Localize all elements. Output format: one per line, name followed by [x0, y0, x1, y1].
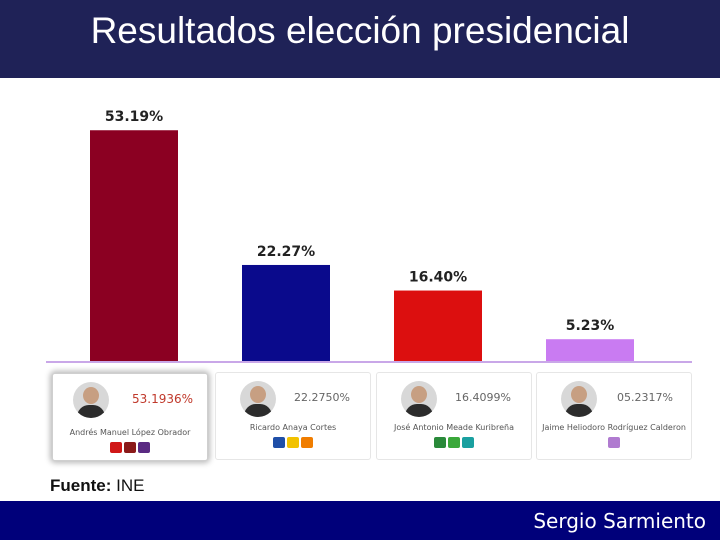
- party-logo-icon: [448, 437, 460, 448]
- party-logo-icon: [434, 437, 446, 448]
- candidate-cards: 53.1936% Andrés Manuel López Obrador 22.…: [48, 372, 692, 461]
- party-logo-icon: [124, 442, 136, 453]
- candidate-name: Ricardo Anaya Cortes: [249, 423, 337, 432]
- party-logo-icon: [287, 437, 299, 448]
- bar-value-label: 22.27%: [257, 244, 315, 260]
- bar: [394, 290, 482, 362]
- bar-chart: 53.19% 22.27% 16.40% 5.23%: [46, 109, 692, 363]
- source-label: Fuente:: [50, 476, 112, 495]
- candidate-card[interactable]: 16.4099% José Antonio Meade Kuribreña: [376, 372, 532, 460]
- party-logo-icon: [273, 437, 285, 448]
- party-logos: [537, 435, 691, 453]
- candidate-card[interactable]: 53.1936% Andrés Manuel López Obrador: [52, 373, 208, 461]
- candidate-name: José Antonio Meade Kuribreña: [394, 423, 514, 432]
- party-logo-icon: [462, 437, 474, 448]
- candidate-percent: 53.1936%: [132, 392, 194, 406]
- party-logos: [53, 440, 207, 458]
- candidate-percent: 05.2317%: [617, 391, 673, 404]
- candidate-card[interactable]: 05.2317% Jaime Heliodoro Rodríguez Calde…: [536, 372, 692, 460]
- avatar: [561, 381, 597, 417]
- bar-value-label: 5.23%: [566, 318, 615, 334]
- candidate-card[interactable]: 22.2750% Ricardo Anaya Cortes: [215, 372, 371, 460]
- bar-value-label: 16.40%: [409, 270, 467, 286]
- bar: [546, 339, 634, 362]
- source-note: Fuente: INE: [50, 476, 144, 496]
- bar-value-label: 53.19%: [105, 109, 163, 125]
- party-logos: [377, 435, 531, 453]
- footer-bar: Sergio Sarmiento: [0, 501, 720, 540]
- source-value: INE: [116, 476, 145, 495]
- slide-title: Resultados elección presidencial: [90, 10, 630, 51]
- candidate-name: Jaime Heliodoro Rodríguez Calderon: [542, 423, 686, 432]
- party-logos: [216, 435, 370, 453]
- author-name: Sergio Sarmiento: [533, 509, 706, 533]
- party-logo-icon: [138, 442, 150, 453]
- candidate-name: Andrés Manuel López Obrador: [69, 428, 191, 437]
- avatar: [240, 381, 276, 417]
- candidate-percent: 16.4099%: [455, 391, 511, 404]
- bar: [90, 130, 178, 362]
- avatar: [401, 381, 437, 417]
- candidate-percent: 22.2750%: [294, 391, 350, 404]
- party-logo-icon: [608, 437, 620, 448]
- party-logo-icon: [110, 442, 122, 453]
- title-bar: Resultados elección presidencial: [0, 0, 720, 78]
- bar: [242, 264, 330, 362]
- party-logo-icon: [301, 437, 313, 448]
- avatar: [73, 382, 109, 418]
